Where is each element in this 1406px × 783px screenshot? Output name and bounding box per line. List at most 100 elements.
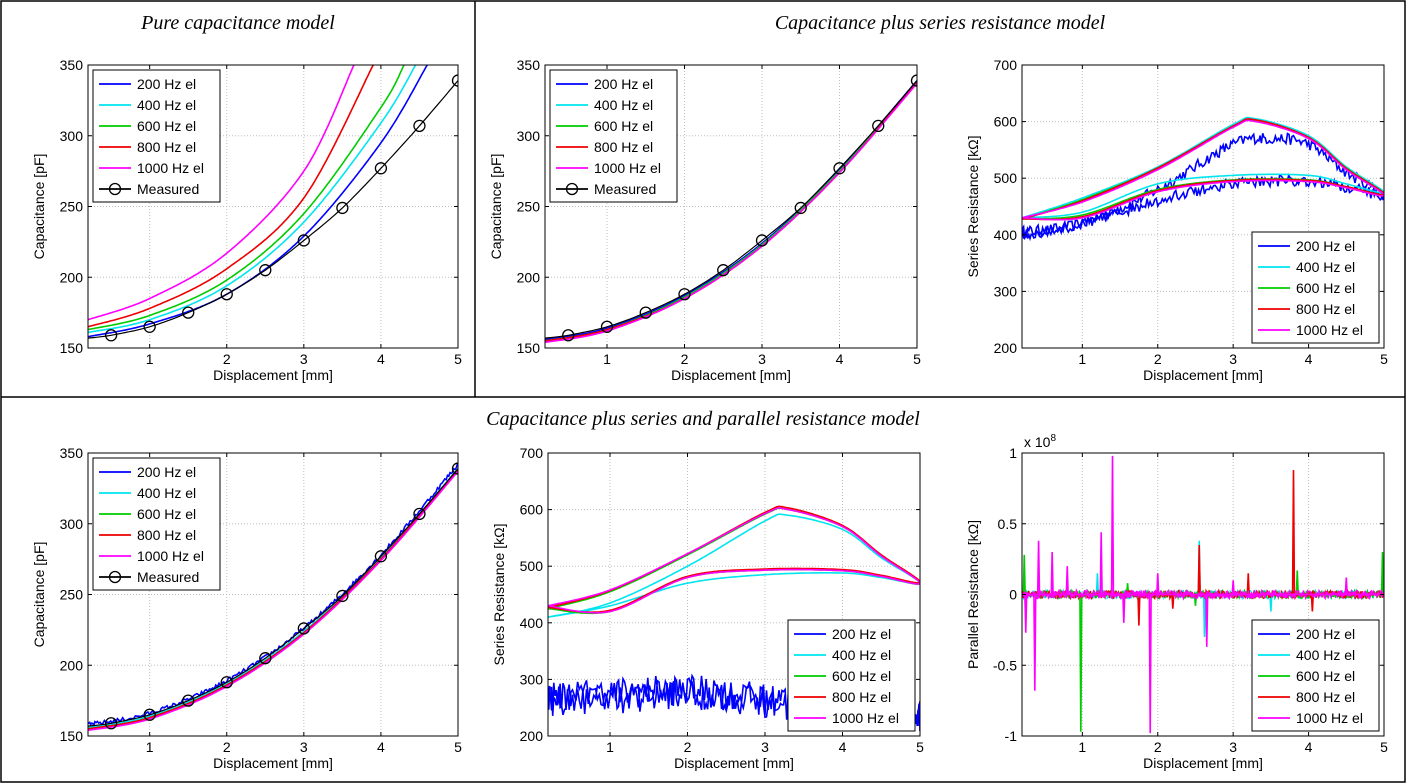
series-line-5 [88, 468, 458, 727]
measured-point [600, 320, 614, 333]
x-axis-label: Displacement [mm] [671, 367, 791, 383]
legend-label: 400 Hz el [1296, 647, 1355, 663]
x-tick-label: 3 [758, 351, 766, 367]
legend-label: 200 Hz el [1296, 626, 1355, 642]
section-title-series-parallel: Capacitance plus series and parallel res… [486, 408, 920, 430]
measured-point [451, 462, 458, 475]
y-tick-label: 350 [60, 445, 84, 461]
measured-point [755, 234, 769, 247]
measured-point [182, 306, 195, 319]
chart-pure-capacitance: 1 2 3 4 5 150 200 250 300 350 Displacement [mm] Cap… [31, 57, 462, 383]
axes-box [1021, 64, 1385, 349]
y-tick-label: 200 [520, 728, 544, 744]
y-tick-label: 300 [60, 128, 84, 144]
series-spike [1024, 594, 1028, 633]
series-spike [1050, 552, 1054, 595]
y-tick-label: 0.5 [998, 516, 1018, 532]
y-tick-label: 250 [60, 587, 84, 603]
series-spike [1202, 594, 1207, 637]
legend-box [92, 457, 221, 591]
x-axis-label: Displacement [mm] [1143, 367, 1263, 383]
series-group [88, 65, 458, 342]
series-spike [1344, 577, 1348, 595]
measured-point [833, 162, 846, 175]
legend-label: 200 Hz el [137, 464, 196, 480]
x-tick-label: 5 [913, 351, 921, 367]
y-tick-label: 350 [60, 57, 84, 73]
series-line-1 [88, 65, 417, 334]
legend: 200 Hz el 400 Hz el 600 Hz el 800 Hz el 1000… [1251, 619, 1380, 732]
y-tick-label: 350 [517, 57, 541, 73]
measured-point [639, 306, 652, 319]
x-tick-label: 3 [1229, 739, 1237, 755]
legend-box [549, 69, 678, 203]
x-tick-label: 4 [1305, 351, 1313, 367]
x-tick-label: 1 [606, 739, 614, 755]
y-tick-label: -0.5 [993, 657, 1017, 673]
legend-label: 1000 Hz el [137, 160, 204, 176]
series-line-1 [88, 468, 458, 729]
measured-point [259, 264, 272, 277]
x-tick-label: 3 [1229, 351, 1237, 367]
y-scale-exponent: 8 [1050, 433, 1056, 444]
series-spike [1095, 573, 1100, 595]
legend-label: Measured [594, 181, 656, 197]
y-axis-label: Series Resistance [kΩ] [965, 136, 981, 278]
y-tick-label: 250 [517, 199, 541, 215]
series-spike [1310, 594, 1315, 612]
series-spike [1065, 566, 1069, 595]
x-tick-label: 4 [377, 739, 385, 755]
y-axis-label: Capacitance [pF] [31, 154, 47, 260]
y-tick-label: 150 [517, 340, 541, 356]
legend-label: 400 Hz el [137, 485, 196, 501]
y-tick-label: 300 [517, 128, 541, 144]
legend-label: 1000 Hz el [137, 548, 204, 564]
x-tick-label: 2 [684, 739, 692, 755]
series-line-5 [88, 80, 458, 339]
x-tick-label: 2 [223, 351, 231, 367]
y-tick-label: 600 [520, 502, 544, 518]
measured-point [143, 320, 156, 333]
y-tick-label: 200 [517, 269, 541, 285]
legend-label: 400 Hz el [137, 97, 196, 113]
x-tick-label: 1 [1078, 739, 1086, 755]
chart-sp-parallel-resistance: 1 2 3 4 5 -1 -0.5 0 0.5 1 Displacement [mm] Paralle… [965, 433, 1388, 771]
x-tick-label: 2 [681, 351, 689, 367]
series-spike [1291, 469, 1296, 595]
series-spike [1295, 570, 1299, 595]
y-axis-label: Parallel Resistance [kΩ] [965, 520, 981, 669]
legend-label: 200 Hz el [137, 76, 196, 92]
measured-point [297, 622, 310, 635]
legend-label: 800 Hz el [1296, 689, 1355, 705]
chart-series-resistance: 1 2 3 4 5 200 300 400 500 600 700 Displacement [mm]… [965, 57, 1388, 383]
x-tick-label: 5 [1380, 739, 1388, 755]
series-line-4 [88, 470, 458, 732]
x-tick-label: 5 [454, 351, 462, 367]
measured-point [413, 119, 426, 132]
y-tick-label: 200 [60, 657, 84, 673]
series-spike [1205, 594, 1209, 647]
legend-label: 400 Hz el [594, 97, 653, 113]
series-line-0 [545, 80, 917, 341]
axes-box [547, 452, 921, 737]
x-tick-label: 2 [1154, 739, 1162, 755]
measured-point [336, 201, 349, 215]
series-line-4 [545, 82, 917, 344]
legend-label: 1000 Hz el [1296, 322, 1363, 338]
legend-label: 800 Hz el [594, 139, 653, 155]
y-tick-label: 150 [60, 340, 84, 356]
legend-label: 600 Hz el [1296, 280, 1355, 296]
series-line-0 [1022, 132, 1384, 242]
x-axis-label: Displacement [mm] [213, 755, 333, 771]
series-spike [1197, 544, 1201, 595]
series-line-5 [545, 80, 917, 339]
legend-marker [108, 182, 122, 196]
y-axis-label: Series Resistance [kΩ] [491, 524, 507, 666]
measured-point [717, 264, 730, 277]
legend-label: 200 Hz el [594, 76, 653, 92]
legend: 200 Hz el 400 Hz el 600 Hz el 800 Hz el 1000… [1251, 231, 1380, 344]
series-line-3 [88, 469, 458, 730]
series-spike [1122, 594, 1126, 623]
